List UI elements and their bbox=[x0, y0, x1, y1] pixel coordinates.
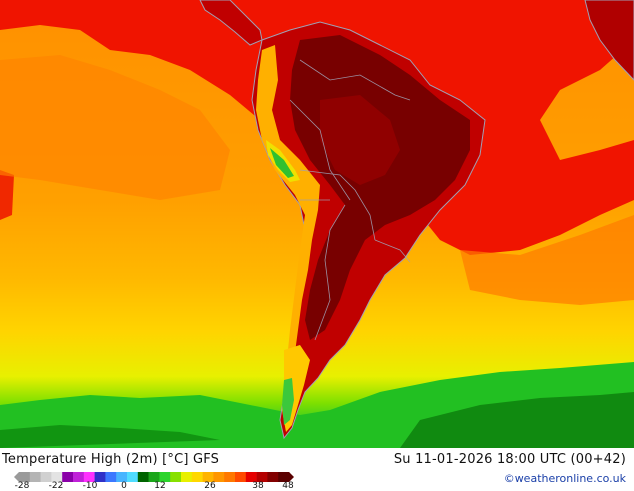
scale-swatch bbox=[235, 472, 247, 482]
scale-swatch bbox=[62, 472, 74, 482]
scale-swatch bbox=[191, 472, 203, 482]
color-scale bbox=[14, 472, 294, 482]
scale-swatch bbox=[73, 472, 85, 482]
scale-swatch bbox=[29, 472, 41, 482]
scale-swatch bbox=[94, 472, 106, 482]
scale-tick-label: 48 bbox=[282, 481, 294, 491]
south-green-west bbox=[0, 425, 220, 448]
scale-tick-label: 0 bbox=[121, 481, 127, 491]
country-borders bbox=[289, 59, 411, 341]
map-title: Temperature High (2m) [°C] GFS bbox=[2, 452, 220, 467]
andes-green-core bbox=[270, 148, 294, 178]
scale-swatch bbox=[256, 472, 268, 482]
west-red-strip bbox=[0, 170, 14, 220]
forecast-datetime: Su 11-01-2026 18:00 UTC (00+42) bbox=[393, 452, 626, 467]
credit-link[interactable]: ©weatheronline.co.uk bbox=[503, 472, 626, 485]
scale-swatch bbox=[105, 472, 117, 482]
scale-arrow-left bbox=[14, 472, 19, 482]
scale-swatch bbox=[170, 472, 182, 482]
scale-swatch bbox=[40, 472, 52, 482]
patagonia-green bbox=[282, 378, 294, 425]
scale-swatch bbox=[245, 472, 257, 482]
scale-tick-label: 26 bbox=[204, 481, 216, 491]
scale-swatch bbox=[202, 472, 214, 482]
andes-cool-strip bbox=[256, 45, 320, 430]
scale-swatch bbox=[181, 472, 193, 482]
ocean-orange-patch bbox=[0, 55, 230, 200]
scale-swatch bbox=[137, 472, 149, 482]
scale-swatch bbox=[127, 472, 139, 482]
interior-hot-center bbox=[320, 95, 400, 185]
scale-tick-label: 12 bbox=[154, 481, 166, 491]
scale-swatch bbox=[267, 472, 279, 482]
africa-coast-land bbox=[584, 0, 634, 81]
scale-swatch bbox=[224, 472, 236, 482]
scale-swatch bbox=[19, 472, 31, 482]
scale-tick-label: -28 bbox=[14, 481, 30, 491]
south-darkgreen-band bbox=[400, 392, 634, 448]
scale-swatch bbox=[159, 472, 171, 482]
scale-swatch bbox=[116, 472, 128, 482]
legend-bar: Temperature High (2m) [°C] GFS Su 11-01-… bbox=[0, 448, 634, 491]
scale-swatch bbox=[83, 472, 95, 482]
scale-swatch bbox=[51, 472, 63, 482]
central-america-land bbox=[199, 0, 263, 46]
scale-tick-label: -10 bbox=[82, 481, 98, 491]
temperature-map bbox=[0, 0, 634, 448]
scale-arrow-right bbox=[289, 472, 294, 482]
scale-tick-label: -22 bbox=[48, 481, 64, 491]
scale-tick-label: 38 bbox=[252, 481, 264, 491]
scale-swatch bbox=[278, 472, 290, 482]
scale-swatch bbox=[213, 472, 225, 482]
east-ocean-orange bbox=[460, 215, 634, 305]
scale-swatch bbox=[148, 472, 160, 482]
